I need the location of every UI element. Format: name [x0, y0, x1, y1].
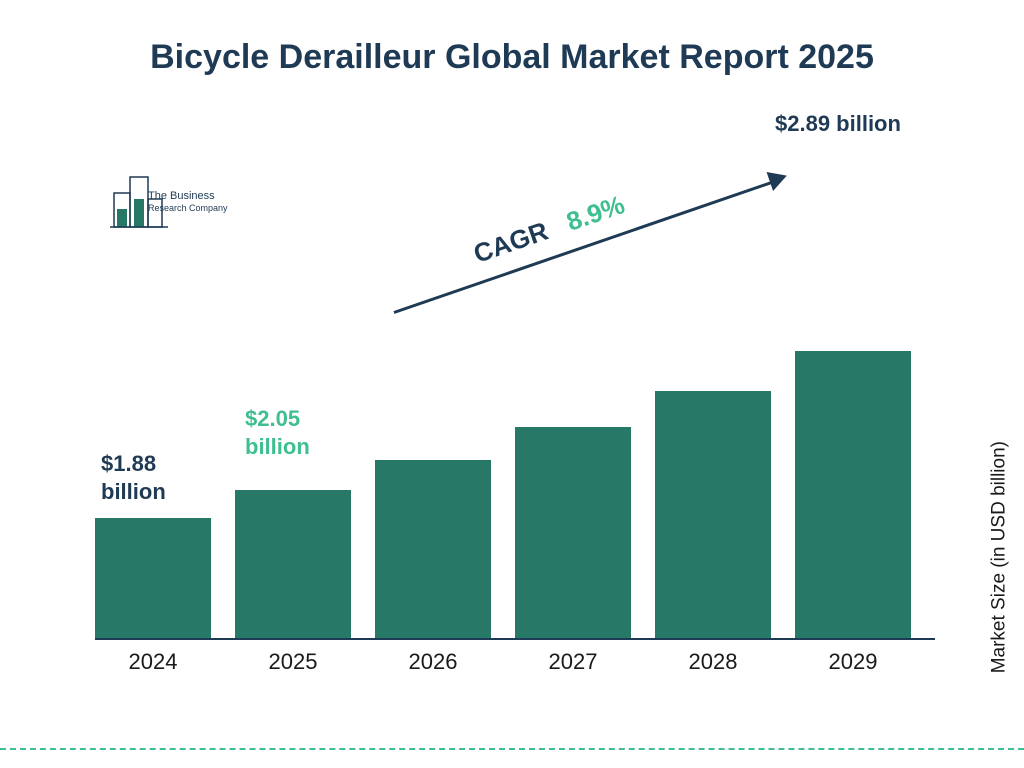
x-label-2025: 2025: [233, 649, 353, 675]
chart-title: Bicycle Derailleur Global Market Report …: [0, 38, 1024, 77]
bar-annotation-2024: $1.88billion: [101, 450, 166, 505]
bar-2026: [375, 460, 491, 638]
bar-2024: [95, 518, 211, 638]
cagr-percent: 8.9%: [563, 189, 629, 237]
bar-annotation-2025: $2.05billion: [245, 405, 310, 460]
chart-area: CAGR 8.9% 202420252026202720282029$1.88b…: [95, 150, 935, 680]
x-label-2027: 2027: [513, 649, 633, 675]
cagr-arrow-group: CAGR 8.9%: [371, 108, 827, 415]
x-label-2026: 2026: [373, 649, 493, 675]
footer-divider: [0, 748, 1024, 750]
bar-2025: [235, 490, 351, 639]
bar-2028: [655, 391, 771, 639]
trend-arrow-head: [767, 166, 791, 191]
bar-2029: [795, 351, 911, 638]
x-label-2024: 2024: [93, 649, 213, 675]
bar-annotation-2029: $2.89 billion: [775, 110, 901, 138]
bar-2027: [515, 427, 631, 638]
x-label-2029: 2029: [793, 649, 913, 675]
y-axis-label: Market Size (in USD billion): [988, 441, 1010, 673]
x-label-2028: 2028: [653, 649, 773, 675]
x-axis-baseline: [95, 638, 935, 640]
